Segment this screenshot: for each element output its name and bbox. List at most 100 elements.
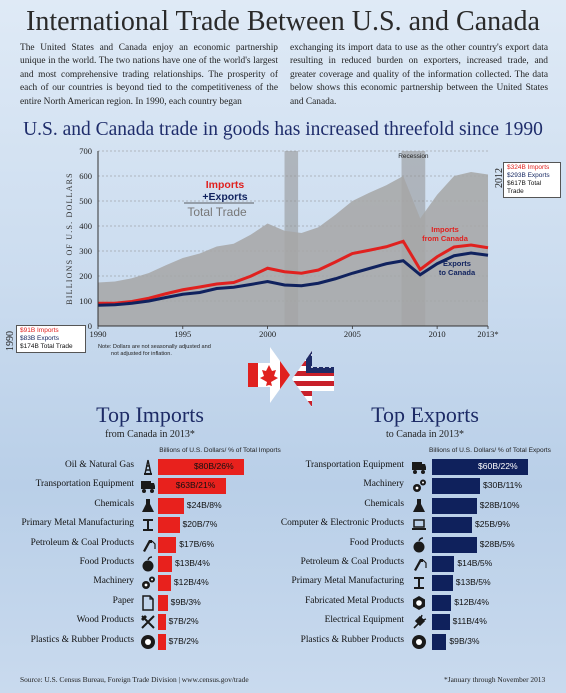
intro-text-left: The United States and Canada enjoy an ec… <box>20 43 278 107</box>
import-row: Oil & Natural Gas $80B/26% <box>0 459 566 476</box>
export-value-label: $13B/5% <box>455 577 491 588</box>
import-row: Transportation Equipment $63B/21% <box>0 478 566 495</box>
import-row: Plastics & Rubber Products $7B/2% <box>0 633 566 651</box>
gas-pump-icon <box>140 537 156 553</box>
import-row: Chemicals $24B/8% <box>0 497 566 515</box>
import-value-label: $12B/4% <box>173 577 209 588</box>
import-category-label: Transportation Equipment <box>35 479 134 490</box>
x-tick-label-2013: 2013* <box>477 329 498 339</box>
import-row: Paper $9B/3% <box>0 594 566 612</box>
callout-1990-imports: $91B Imports <box>20 327 59 334</box>
y-tick-label-300: 300 <box>79 246 92 256</box>
export-category-label: Plastics & Rubber Products <box>300 634 404 645</box>
imports-line <box>98 239 489 305</box>
truck-icon <box>411 459 427 475</box>
import-value-label: $24B/8% <box>186 499 222 510</box>
y-tick-label-200: 200 <box>79 271 92 281</box>
legend-plus-exports: +Exports <box>202 191 247 203</box>
export-row: Plastics & Rubber Products $9B/3% <box>0 633 566 651</box>
export-row: Electrical Equipment $11B/4% <box>0 614 566 631</box>
saw-axe-icon <box>140 614 156 630</box>
x-tick-label-2005: 2005 <box>344 329 361 339</box>
y-tick-label-400: 400 <box>79 221 92 231</box>
import-value-label: $7B/2% <box>168 616 199 627</box>
y-tick-label-600: 600 <box>79 171 92 181</box>
apple-icon <box>411 536 427 553</box>
export-row: Petroleum & Coal Products $14B/5% <box>0 556 566 573</box>
exports-subtitle: to Canada in 2013* <box>385 429 465 440</box>
x-tick-label-2010: 2010 <box>429 329 446 339</box>
export-row: Transportation Equipment $60B/22% <box>0 459 566 476</box>
import-bar <box>158 459 244 475</box>
export-category-label: Electrical Equipment <box>324 615 404 626</box>
exports-line <box>97 251 489 307</box>
exports-title: Top Exports <box>371 402 479 427</box>
export-value-label: $30B/11% <box>483 480 523 491</box>
import-value-label: $20B/7% <box>182 519 218 530</box>
imports-axis-note: Billions of U.S. Dollars/ % of Total Imp… <box>159 447 281 454</box>
export-row: Food Products $28B/5% <box>0 536 566 554</box>
import-row: Food Products $13B/4% <box>0 556 566 573</box>
import-bar <box>158 594 168 611</box>
callout-1990-year: 1990 <box>5 331 16 351</box>
x-tick-label-2000: 2000 <box>259 329 276 339</box>
callout-1990-total: $174B Total Trade <box>20 343 73 350</box>
import-bar <box>158 497 184 514</box>
page-title: International Trade Between U.S. and Can… <box>26 6 540 37</box>
flask-icon <box>140 498 156 514</box>
plug-icon <box>411 614 427 630</box>
imports-subtitle: from Canada in 2013* <box>105 429 195 440</box>
import-value-label: $63B/21% <box>175 480 216 491</box>
trade-trend-chart: 0 100 200 300 400 500 600 700 Recession 1990 1995 2… <box>65 146 499 357</box>
export-bar <box>432 614 450 631</box>
import-value-label: $17B/6% <box>179 538 215 549</box>
footer-source: Source: U.S. Census Bureau, Foreign Trad… <box>20 675 249 684</box>
exports-label-line1: Exports <box>443 259 471 268</box>
export-value-label: $28B/5% <box>479 538 515 549</box>
import-bar <box>158 614 166 631</box>
canada-flag-arrow <box>248 347 290 403</box>
y-tick-label-500: 500 <box>79 196 92 206</box>
export-category-label: Primary Metal Manufacturing <box>291 576 404 587</box>
trade-arrows-flags-graphic <box>248 347 334 407</box>
import-row: Petroleum & Coal Products $17B/6% <box>0 536 566 554</box>
paper-icon <box>140 595 156 611</box>
import-bar <box>158 633 166 650</box>
export-bar <box>432 575 453 592</box>
import-value-label: $9B/3% <box>170 596 201 607</box>
callout-2012: $324B Imports $293B Exports $617B Total … <box>503 162 561 198</box>
export-value-label: $25B/9% <box>475 519 510 530</box>
export-category-label: Machinery <box>363 479 404 490</box>
import-category-label: Petroleum & Coal Products <box>30 537 134 548</box>
chart-headline: U.S. and Canada trade in goods has incre… <box>23 119 543 140</box>
export-bar <box>432 459 528 475</box>
import-bar <box>158 556 172 572</box>
export-row: Fabricated Metal Products $12B/4% <box>0 594 566 612</box>
callout-2012-imports: $324B Imports <box>507 164 550 171</box>
export-category-label: Food Products <box>349 537 404 548</box>
import-category-label: Paper <box>112 595 134 606</box>
export-bar <box>432 556 455 572</box>
i-beam-icon <box>140 517 156 533</box>
export-category-label: Fabricated Metal Products <box>305 595 404 606</box>
import-value-label: $80B/26% <box>194 461 234 471</box>
import-bar <box>158 478 226 495</box>
legend-total: Total Trade <box>187 205 247 219</box>
import-row: Machinery $12B/4% <box>0 575 566 592</box>
chart-note-line1: Note: Dollars are not seasonally adjuste… <box>98 344 211 350</box>
truck-icon <box>140 478 156 494</box>
laptop-icon <box>411 517 427 533</box>
apple-icon <box>140 556 156 572</box>
callout-2012-exports: $293B Exports <box>507 172 550 179</box>
import-category-label: Wood Products <box>76 615 134 626</box>
import-category-label: Machinery <box>93 576 134 587</box>
oil-derrick-icon <box>140 459 156 475</box>
export-bar <box>432 594 452 611</box>
export-bar <box>432 478 480 495</box>
export-category-label: Petroleum & Coal Products <box>300 557 404 567</box>
exports-bar-chart: Transportation Equipment $60B/22% Machiner… <box>0 459 566 659</box>
flask-icon <box>411 498 427 514</box>
export-bar <box>432 497 477 514</box>
usa-flag-arrow <box>292 351 334 407</box>
import-category-label: Oil & Natural Gas <box>65 460 134 470</box>
